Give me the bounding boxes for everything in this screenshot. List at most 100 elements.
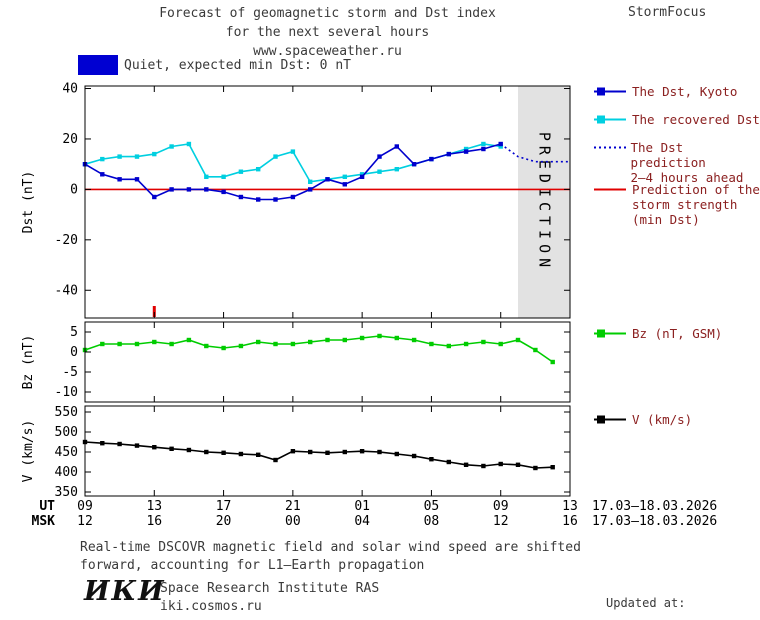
series-marker — [273, 197, 278, 202]
series-marker — [204, 449, 209, 455]
series-marker — [100, 172, 105, 177]
series-marker — [290, 341, 296, 347]
series-marker — [117, 154, 122, 159]
series-marker — [429, 341, 434, 347]
series-marker — [290, 194, 296, 200]
y-tick-label: -40 — [55, 283, 78, 298]
x-axis-row-label: UT — [39, 499, 55, 514]
legend-label: V (km/s) — [632, 412, 693, 427]
y-axis-label: Bz (nT) — [21, 335, 36, 390]
legend-marker-solid — [594, 188, 626, 191]
series-marker — [325, 337, 330, 343]
series-marker — [256, 339, 261, 345]
x-tick-label: 20 — [216, 514, 232, 529]
series-marker — [377, 333, 382, 339]
x-tick-label: 00 — [285, 514, 301, 529]
series-marker — [186, 447, 192, 453]
series-marker — [446, 459, 451, 465]
series-marker — [169, 144, 174, 149]
series-marker — [481, 141, 486, 147]
series-marker — [446, 343, 451, 349]
series-marker — [550, 359, 555, 365]
prediction-band — [518, 86, 570, 318]
series-marker — [169, 446, 174, 451]
panel-frame — [84, 405, 571, 497]
date-range-label: 17.03–18.03.2026 — [592, 499, 717, 514]
series-marker — [238, 451, 244, 457]
series-marker — [411, 162, 417, 167]
legend-entry: The recovered Dst — [593, 112, 760, 127]
x-tick-label: 17 — [216, 499, 232, 514]
y-tick-label: 0 — [70, 345, 78, 360]
storm-level-swatch — [78, 55, 118, 75]
brand-name: StormFocus — [628, 5, 707, 20]
series-marker — [429, 457, 434, 462]
series-marker — [342, 337, 347, 343]
series-marker — [515, 462, 521, 467]
y-tick-label: 550 — [55, 405, 78, 420]
series-marker — [186, 141, 192, 147]
legend-entry: The Dst prediction 2–4 hours ahead — [593, 140, 760, 185]
series-marker — [308, 187, 313, 192]
series-marker — [308, 339, 313, 345]
series-marker — [238, 169, 244, 174]
series-marker — [377, 449, 382, 455]
series-marker — [117, 441, 122, 447]
x-tick-label: 16 — [562, 514, 578, 529]
page-title: Forecast of geomagnetic storm and Dst in… — [85, 4, 570, 61]
series-marker — [359, 335, 365, 341]
series-marker — [533, 347, 538, 353]
series-marker — [290, 449, 296, 454]
x-axis-row-label: MSK — [32, 514, 56, 529]
series-marker — [463, 341, 469, 347]
y-tick-label: 400 — [55, 465, 78, 480]
legend-marker-solid-square — [594, 87, 626, 96]
updated-block: Updated at: UT 09:05, 18.03.2026 MSK 12:… — [606, 566, 758, 620]
y-tick-label: -20 — [55, 233, 78, 248]
series-marker — [273, 154, 278, 159]
series-marker — [204, 187, 209, 192]
series-marker — [325, 450, 330, 455]
series-marker — [394, 451, 399, 457]
series-marker — [134, 177, 140, 182]
title-line-3: www.spaceweather.ru — [253, 44, 402, 59]
series-marker — [411, 453, 417, 459]
series-marker — [221, 450, 226, 455]
series-marker — [273, 457, 278, 463]
series-marker — [134, 341, 140, 347]
institute-name: Space Research Institute RAS — [160, 581, 380, 596]
legend-entry: Bz (nT, GSM) — [593, 326, 722, 341]
y-axis-label: Dst (nT) — [21, 171, 36, 234]
series-marker — [377, 154, 382, 159]
title-line-2: for the next several hours — [225, 25, 430, 40]
date-range-label: 17.03–18.03.2026 — [592, 514, 717, 529]
x-tick-label: 08 — [424, 514, 440, 529]
series-marker — [325, 177, 330, 182]
iki-logo: ИКИ — [84, 576, 166, 607]
series-marker — [481, 146, 486, 152]
series-marker — [290, 149, 296, 154]
series-marker — [481, 339, 486, 345]
series-marker — [204, 343, 209, 349]
series-marker — [238, 194, 244, 200]
x-tick-label: 16 — [146, 514, 162, 529]
series-marker — [169, 187, 174, 192]
series-line — [84, 441, 553, 469]
series-line — [84, 335, 554, 363]
series-marker — [411, 337, 417, 343]
series-marker — [117, 341, 122, 347]
series-marker — [308, 179, 313, 184]
title-line-1: Forecast of geomagnetic storm and Dst in… — [159, 6, 496, 21]
series-marker — [463, 146, 469, 152]
series-marker — [169, 341, 174, 347]
y-tick-label: 20 — [62, 132, 78, 147]
legend-entry: The Dst, Kyoto — [593, 84, 737, 99]
series-marker — [256, 197, 261, 202]
series-marker — [273, 341, 278, 347]
institute-site: iki.cosmos.ru — [160, 599, 262, 614]
x-tick-label: 01 — [354, 499, 370, 514]
series-marker — [134, 154, 140, 159]
chart-svg: PREDICTION 40 20 0 -20 -40 Dst (nT) 5 0 -5 -10 Bz (… — [21, 82, 717, 529]
series-marker — [550, 465, 555, 470]
